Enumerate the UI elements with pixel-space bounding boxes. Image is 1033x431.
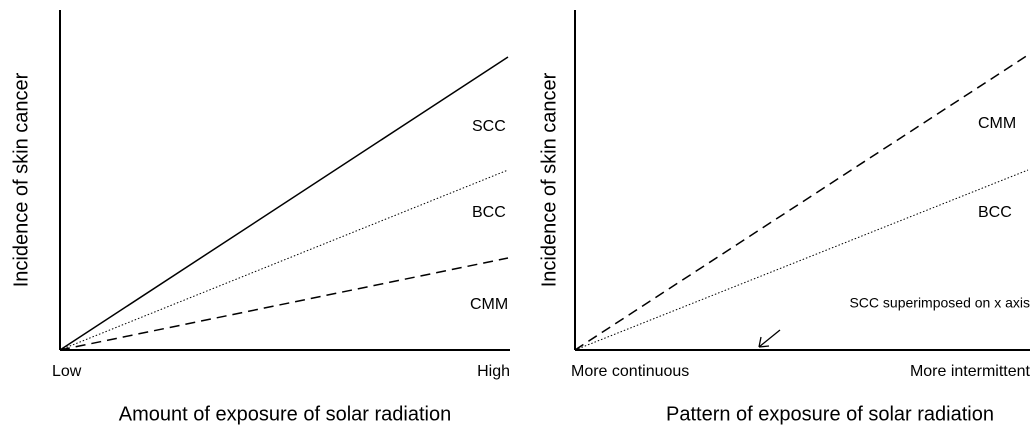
x-end-label: More intermittent [910,363,1031,380]
panel-right: CMM BCC SCC superimposed on x axis More … [538,10,1031,425]
y-axis-title: Incidence of skin cancer [538,72,560,287]
x-start-label: Low [52,363,82,380]
line-bcc [574,169,1029,351]
y-axis-title: Incidence of skin cancer [10,72,32,287]
line-label: BCC [472,204,506,221]
line-label: SCC [472,118,506,135]
line-label: CMM [470,296,508,313]
line-scc [59,56,509,351]
x-end-label: High [477,363,510,380]
line-bcc [59,169,509,351]
line-label: CMM [978,115,1016,132]
x-axis-title: Amount of exposure of solar radiation [119,403,451,425]
x-start-label: More continuous [571,363,689,380]
line-label: BCC [978,204,1012,221]
line-cmm [59,257,509,351]
x-axis-title: Pattern of exposure of solar radiation [666,403,994,425]
annotation-arrow [758,329,781,348]
annotation: SCC superimposed on x axis [849,295,1030,311]
panel-left: SCC BCC CMM Low High Amount of exposure … [10,10,510,425]
line-cmm [574,54,1029,351]
